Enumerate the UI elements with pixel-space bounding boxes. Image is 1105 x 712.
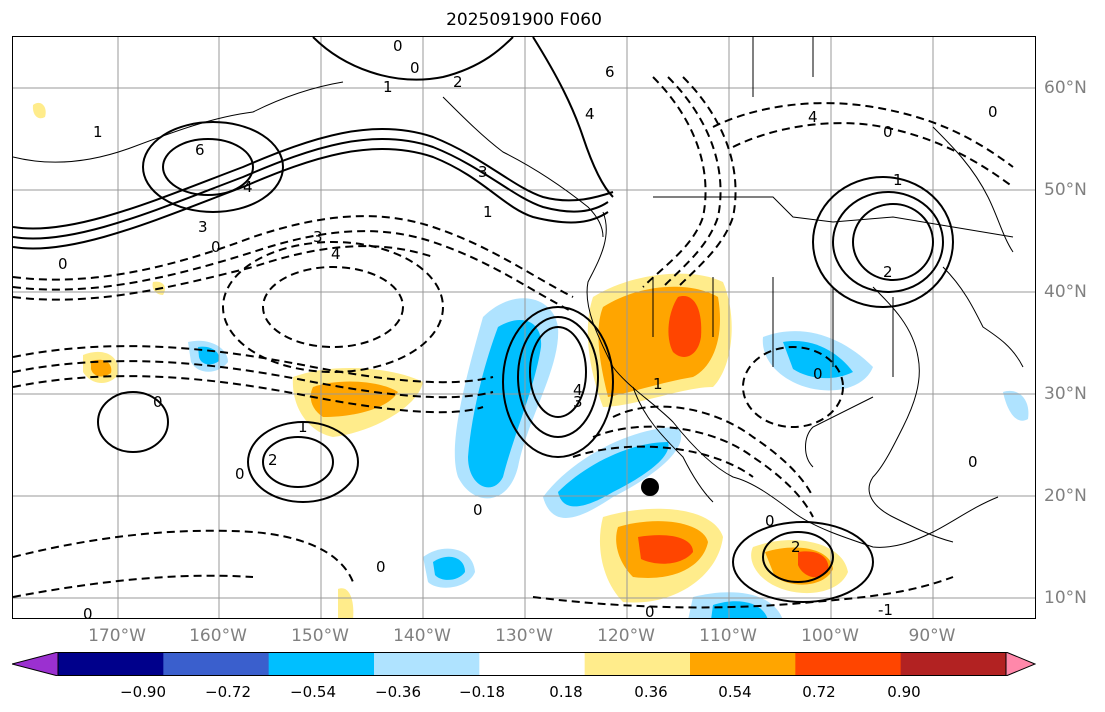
- map-title: 2025091900 F060: [446, 10, 602, 30]
- contour-label: 0: [813, 365, 823, 383]
- contour-label: 1: [383, 78, 393, 96]
- contour-label: 2: [268, 451, 278, 469]
- contour-label: 6: [195, 141, 205, 159]
- colorbar-segment: [374, 652, 480, 676]
- shade-orange-pac-core: [91, 359, 112, 377]
- map-canvas: 0 0 2 1 6 4 3 1 6 4 3 0 3 4 0 0 1 2 0 4 …: [13, 37, 1035, 619]
- lat-label: 10°N: [1044, 588, 1087, 608]
- colorbar-tick: 0.18: [549, 683, 583, 701]
- shade-blue-sw-core: [433, 556, 465, 580]
- shade-red-mx: [798, 551, 829, 578]
- coastlines: [13, 37, 1024, 548]
- lon-label: 120°W: [597, 626, 655, 646]
- contour-label: 0: [211, 238, 221, 256]
- colorbar-tick: −0.72: [205, 683, 251, 701]
- contour-label: 0: [988, 103, 998, 121]
- contour-label: -1: [878, 601, 893, 619]
- contour-label: 1: [298, 418, 308, 436]
- contour-dashed-layer: [13, 76, 1014, 609]
- lat-label: 20°N: [1044, 486, 1087, 506]
- shade-red-south: [638, 535, 693, 564]
- shade-blue-baja-core: [558, 442, 669, 507]
- colorbar-border: [57, 652, 1007, 676]
- contour-label: 3: [573, 393, 583, 411]
- colorbar-tick: −0.36: [375, 683, 421, 701]
- contour-label: 1: [483, 203, 493, 221]
- lon-label: 110°W: [699, 626, 757, 646]
- colorbar-segment: [268, 652, 375, 676]
- shade-yellow-tiny1: [32, 102, 46, 119]
- storm-center-marker: [641, 478, 659, 496]
- contour-label: 0: [968, 453, 978, 471]
- shade-red-core: [668, 296, 702, 357]
- contour-label: 2: [791, 538, 801, 556]
- contour-label: 0: [58, 255, 68, 273]
- shade-blue-east: [1003, 390, 1029, 421]
- colorbar-tick: 0.54: [718, 683, 752, 701]
- colorbar-segment: [584, 652, 691, 676]
- contour-layer: [13, 37, 954, 603]
- lon-label: 130°W: [495, 626, 553, 646]
- colorbar-segment: [795, 652, 902, 676]
- lon-label: 160°W: [189, 626, 247, 646]
- lon-label: 150°W: [291, 626, 349, 646]
- contour-label: 0: [473, 501, 483, 519]
- lon-label: 140°W: [393, 626, 451, 646]
- colorbar-segment: [479, 652, 586, 676]
- colorbar-segment: [690, 652, 796, 676]
- colorbar-segment: [900, 652, 1007, 676]
- colorbar-tick: −0.90: [120, 683, 166, 701]
- contour-label: 6: [605, 63, 615, 81]
- lat-label: 50°N: [1044, 180, 1087, 200]
- shading-layer: [32, 102, 1029, 618]
- lon-label: 100°W: [801, 626, 859, 646]
- contour-label: 1: [93, 123, 103, 141]
- colorbar-tick: −0.18: [459, 683, 505, 701]
- contour-label: 0: [393, 37, 403, 55]
- shade-orange-mid: [310, 381, 398, 417]
- graticule: [13, 37, 1035, 618]
- shade-blue-gulf-core: [783, 341, 853, 379]
- lat-label: 30°N: [1044, 384, 1087, 404]
- contour-label: 1: [893, 171, 903, 189]
- contour-label: 0: [83, 605, 93, 619]
- contour-label: 0: [410, 59, 420, 77]
- contour-label: 0: [235, 465, 245, 483]
- contour-label: 4: [331, 245, 341, 263]
- contour-label: 4: [808, 108, 818, 126]
- colorbar-segment: [163, 652, 270, 676]
- lat-label: 40°N: [1044, 282, 1087, 302]
- colorbar-extend-low: [12, 652, 59, 676]
- contour-label: 0: [765, 512, 775, 530]
- contour-label: 4: [243, 178, 253, 196]
- colorbar-tick: 0.90: [887, 683, 921, 701]
- lat-label: 60°N: [1044, 78, 1087, 98]
- contour-label: 3: [198, 218, 208, 236]
- contour-label: 0: [153, 393, 163, 411]
- contour-label: 3: [313, 228, 323, 246]
- contour-label: 2: [883, 263, 893, 281]
- contour-label: 1: [653, 375, 663, 393]
- colorbar-tick: 0.72: [802, 683, 836, 701]
- colorbar-tick: 0.36: [634, 683, 668, 701]
- shade-blue-south-core: [711, 601, 768, 618]
- colorbar-tick: −0.54: [290, 683, 336, 701]
- contour-label: 2: [453, 73, 463, 91]
- lon-label: 170°W: [88, 626, 146, 646]
- colorbar: [12, 652, 1036, 676]
- contour-label: 3: [478, 163, 488, 181]
- colorbar-segment: [58, 652, 164, 676]
- map-panel[interactable]: 0 0 2 1 6 4 3 1 6 4 3 0 3 4 0 0 1 2 0 4 …: [12, 36, 1036, 619]
- contour-label: 0: [883, 123, 893, 141]
- contour-label: 4: [573, 381, 583, 399]
- lon-label: 90°W: [908, 626, 956, 646]
- colorbar-extend-high: [1005, 652, 1036, 676]
- contour-solid-upper: [13, 147, 609, 250]
- contour-label: 4: [585, 105, 595, 123]
- shade-yellow-small: [338, 588, 354, 618]
- contour-labels: 0 0 2 1 6 4 3 1 6 4 3 0 3 4 0 0 1 2 0 4 …: [58, 37, 998, 619]
- contour-label: 0: [645, 603, 655, 619]
- contour-label: 0: [376, 558, 386, 576]
